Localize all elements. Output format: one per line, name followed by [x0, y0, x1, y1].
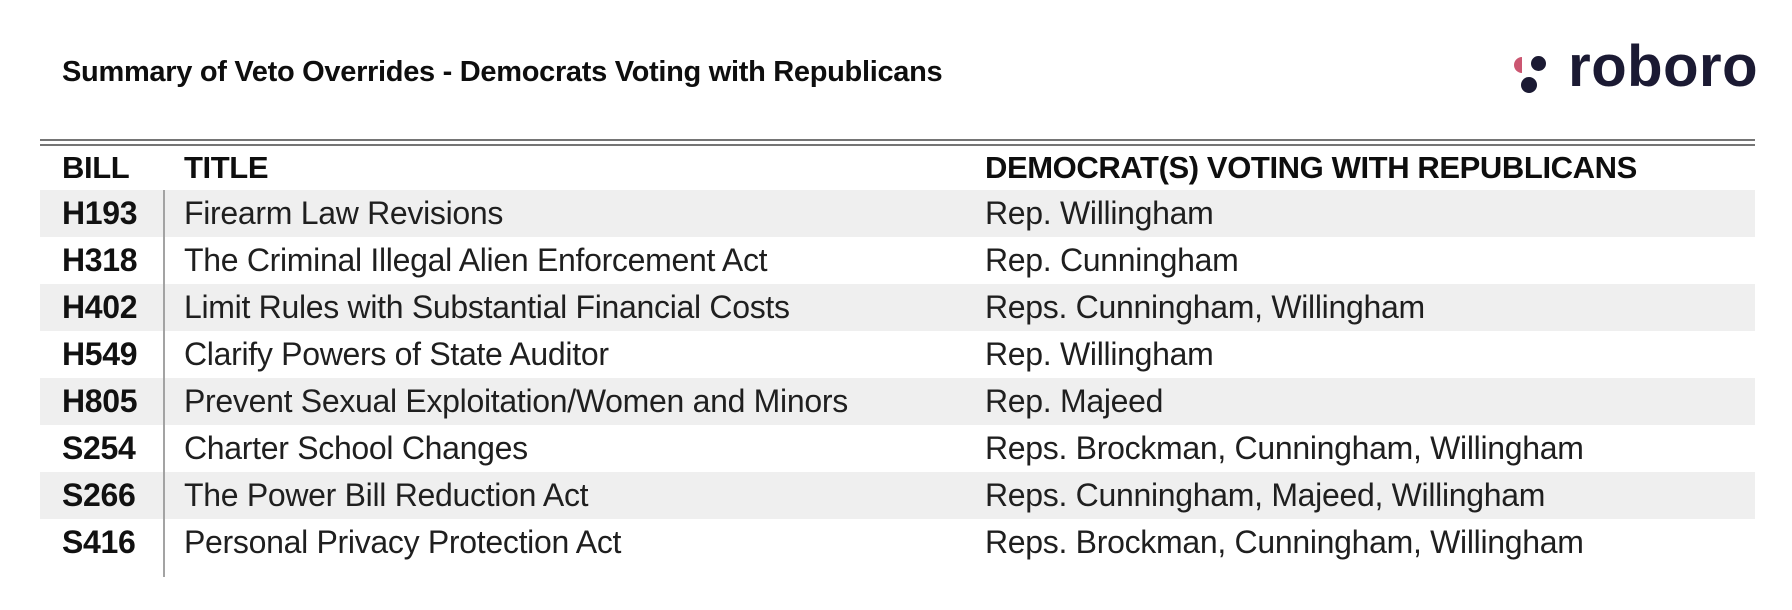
- cell-democrats: Reps. Cunningham, Majeed, Willingham: [985, 477, 1546, 513]
- cell-democrats: Rep. Willingham: [985, 195, 1214, 231]
- cell-democrats: Rep. Majeed: [985, 383, 1164, 419]
- table-row: S254 Charter School Changes Reps. Brockm…: [40, 425, 1755, 472]
- column-header-democrats: DEMOCRAT(S) VOTING WITH REPUBLICANS: [985, 150, 1637, 185]
- cell-title: Charter School Changes: [184, 430, 528, 466]
- column-divider-tail: [40, 566, 1755, 577]
- cell-bill: H318: [40, 237, 165, 284]
- cell-title: Firearm Law Revisions: [184, 195, 504, 231]
- table-row: S416 Personal Privacy Protection Act Rep…: [40, 519, 1755, 566]
- cell-title: Clarify Powers of State Auditor: [184, 336, 609, 372]
- logo-pink-halfdot-icon: [1514, 57, 1523, 73]
- cell-title: Personal Privacy Protection Act: [184, 524, 622, 560]
- cell-bill: H549: [40, 331, 165, 378]
- roboro-logo-mark-icon: [1514, 50, 1548, 94]
- cell-bill: S416: [40, 519, 165, 566]
- table-row: H549 Clarify Powers of State Auditor Rep…: [40, 331, 1755, 378]
- table-row: H402 Limit Rules with Substantial Financ…: [40, 284, 1755, 331]
- cell-bill: S266: [40, 472, 165, 519]
- cell-democrats: Reps. Brockman, Cunningham, Willingham: [985, 430, 1584, 466]
- cell-democrats: Reps. Brockman, Cunningham, Willingham: [985, 524, 1584, 560]
- cell-bill: S254: [40, 425, 165, 472]
- table-row: S266 The Power Bill Reduction Act Reps. …: [40, 472, 1755, 519]
- cell-bill: H805: [40, 378, 165, 425]
- table-header-row: BILL TITLE DEMOCRAT(S) VOTING WITH REPUB…: [40, 146, 1755, 190]
- table-body: H193 Firearm Law Revisions Rep. Willingh…: [40, 190, 1755, 566]
- cell-title: Prevent Sexual Exploitation/Women and Mi…: [184, 383, 848, 419]
- logo-navy-dot-icon: [1521, 77, 1538, 93]
- roboro-logo: roboro: [1514, 38, 1758, 96]
- logo-navy-dot-icon: [1531, 56, 1547, 71]
- table-row: H318 The Criminal Illegal Alien Enforcem…: [40, 237, 1755, 284]
- cell-title: Limit Rules with Substantial Financial C…: [184, 289, 790, 325]
- column-header-bill: BILL: [62, 150, 130, 185]
- cell-democrats: Rep. Willingham: [985, 336, 1214, 372]
- table-top-double-rule: [40, 139, 1755, 146]
- cell-democrats: Rep. Cunningham: [985, 242, 1239, 278]
- cell-title: The Power Bill Reduction Act: [184, 477, 589, 513]
- page-title: Summary of Veto Overrides - Democrats Vo…: [62, 56, 943, 88]
- veto-overrides-table: BILL TITLE DEMOCRAT(S) VOTING WITH REPUB…: [40, 139, 1755, 577]
- roboro-logo-text: roboro: [1568, 34, 1758, 99]
- cell-bill: H193: [40, 190, 165, 237]
- table-row: H805 Prevent Sexual Exploitation/Women a…: [40, 378, 1755, 425]
- cell-democrats: Reps. Cunningham, Willingham: [985, 289, 1425, 325]
- column-header-title: TITLE: [184, 150, 269, 185]
- cell-title: The Criminal Illegal Alien Enforcement A…: [184, 242, 768, 278]
- table-row: H193 Firearm Law Revisions Rep. Willingh…: [40, 190, 1755, 237]
- cell-bill: H402: [40, 284, 165, 331]
